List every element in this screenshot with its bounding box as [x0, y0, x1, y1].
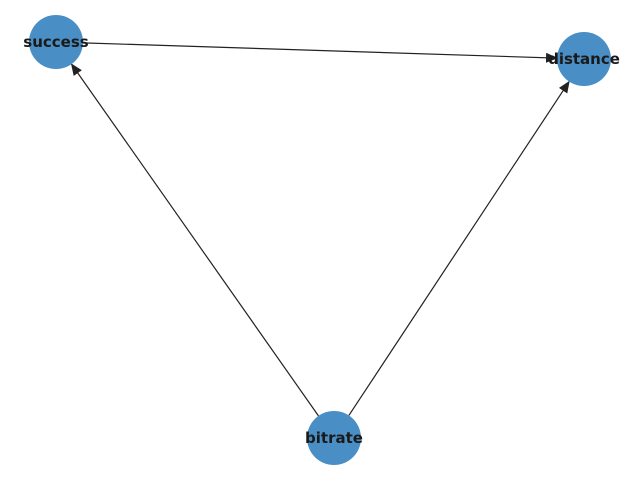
node-circle-distance	[557, 32, 611, 86]
node-label-bitrate: bitrate	[305, 429, 363, 447]
node-label-distance: distance	[548, 50, 620, 68]
node-success[interactable]: success	[23, 15, 89, 69]
node-circle-bitrate	[307, 411, 361, 465]
node-circle-success	[29, 15, 83, 69]
edges	[70, 42, 570, 417]
node-label-success: success	[23, 33, 88, 51]
edge-bitrate-to-success	[70, 63, 319, 417]
nodes: success distance bitrate	[23, 15, 620, 465]
edge-bitrate-to-distance	[348, 80, 570, 416]
node-distance[interactable]: distance	[548, 32, 620, 86]
edge-success-to-distance	[82, 42, 559, 63]
node-bitrate[interactable]: bitrate	[305, 411, 363, 465]
